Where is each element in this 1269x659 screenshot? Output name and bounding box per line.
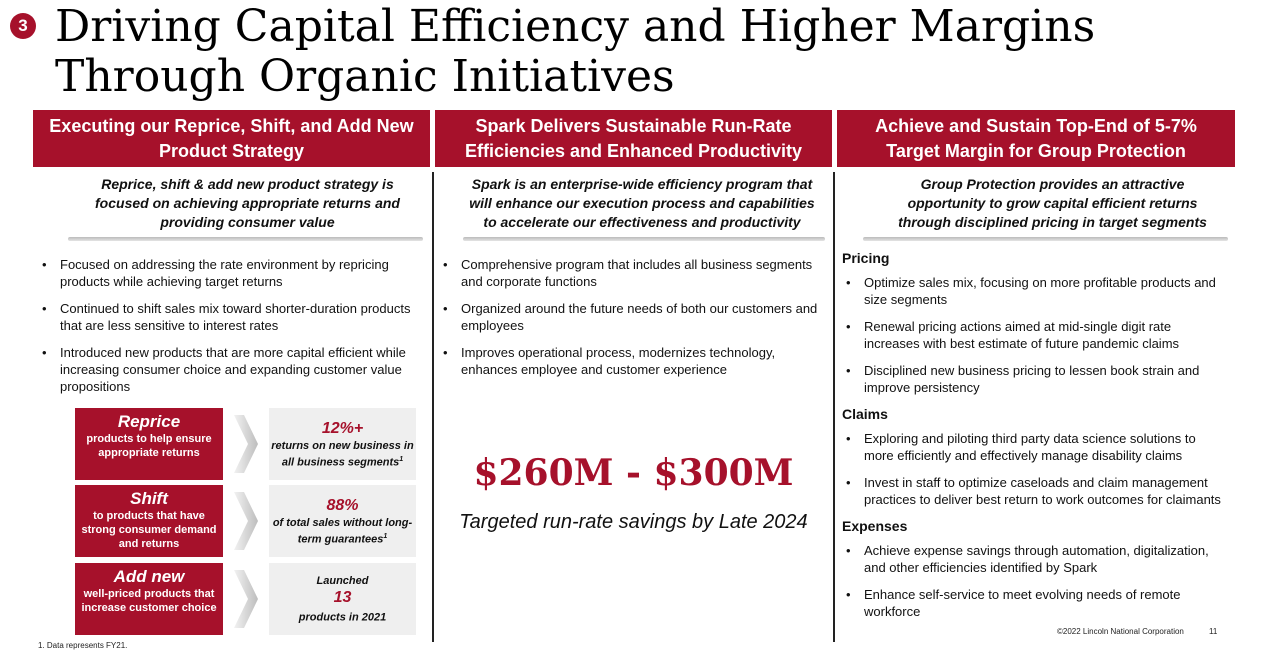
strategy-text: to products that have strong consumer de… [81, 510, 217, 550]
list-item: Optimize sales mix, focusing on more pro… [842, 274, 1227, 308]
column-divider [432, 172, 434, 642]
strategy-title: Reprice [117, 412, 181, 431]
section-heading-pricing: Pricing [842, 250, 890, 266]
strategy-title: Shift [130, 489, 168, 508]
list-item: Comprehensive program that includes all … [439, 256, 824, 290]
result-description: of total sales without long-term guarant… [272, 516, 413, 546]
divider [68, 237, 423, 241]
list-item: Invest in staff to optimize caseloads an… [842, 474, 1227, 508]
chevron-right-icon [234, 492, 258, 550]
section-number-badge: 3 [10, 13, 36, 39]
divider [863, 237, 1228, 241]
footnote-marker: 1 [399, 455, 404, 463]
column-header-spark: Spark Delivers Sustainable Run-Rate Effi… [435, 110, 832, 167]
strategy-text: well-priced products that increase custo… [81, 588, 217, 614]
result-metric: 88% [326, 496, 359, 514]
page-number: 11 [1209, 627, 1218, 636]
chevron-right-icon [234, 415, 258, 473]
chevron-right-icon [234, 570, 258, 628]
list-item: Introduced new products that are more ca… [38, 344, 423, 395]
savings-tagline: Targeted run-rate savings by Late 2024 [459, 511, 808, 533]
strategy-box: Add new well-priced products that increa… [75, 563, 223, 635]
section-heading-claims: Claims [842, 406, 888, 422]
strategy-result-box: 88% of total sales without long-term gua… [269, 485, 416, 557]
strategy-result-box: Launched 13 products in 2021 [269, 563, 416, 635]
result-text: returns on new business in all business … [269, 439, 416, 470]
divider [463, 237, 825, 241]
column-header-strategy: Executing our Reprice, Shift, and Add Ne… [33, 110, 430, 167]
bullet-list-spark: Comprehensive program that includes all … [439, 256, 824, 388]
result-text: products in 2021 [269, 608, 416, 625]
result-metric: 13 [333, 588, 352, 606]
strategy-title: Add new [113, 567, 185, 586]
list-item: Continued to shift sales mix toward shor… [38, 300, 423, 334]
list-item: Improves operational process, modernizes… [439, 344, 824, 378]
result-text: of total sales without long-term guarant… [269, 516, 416, 547]
copyright: ©2022 Lincoln National Corporation [1057, 627, 1184, 636]
column-divider [833, 172, 835, 642]
column-subtitle-strategy: Reprice, shift & add new product strateg… [95, 176, 400, 230]
strategy-box: Shift to products that have strong consu… [75, 485, 223, 557]
section-heading-expenses: Expenses [842, 518, 908, 534]
list-item: Exploring and piloting third party data … [842, 430, 1227, 464]
bullet-list-strategy: Focused on addressing the rate environme… [38, 256, 423, 405]
list-item: Enhance self-service to meet evolving ne… [842, 586, 1227, 620]
result-prefix: Launched [316, 574, 369, 587]
strategy-box: Reprice products to help ensure appropri… [75, 408, 223, 480]
footnote: 1. Data represents FY21. [38, 641, 128, 650]
list-item: Focused on addressing the rate environme… [38, 256, 423, 290]
footnote-marker: 1 [383, 532, 388, 540]
column-subtitle-spark: Spark is an enterprise-wide efficiency p… [469, 176, 815, 230]
result-metric: 12%+ [321, 419, 364, 437]
column-subtitle-group-protection: Group Protection provides an attractive … [898, 176, 1207, 230]
list-item: Organized around the future needs of bot… [439, 300, 824, 334]
result-description: products in 2021 [298, 611, 387, 624]
list-item: Renewal pricing actions aimed at mid-sin… [842, 318, 1227, 352]
list-item: Achieve expense savings through automati… [842, 542, 1227, 576]
column-header-group-protection: Achieve and Sustain Top-End of 5-7% Targ… [837, 110, 1235, 167]
savings-figure: $260M - $300M [473, 452, 794, 494]
strategy-text: products to help ensure appropriate retu… [86, 433, 212, 459]
slide-title: Driving Capital Efficiency and Higher Ma… [55, 1, 1096, 102]
list-item: Disciplined new business pricing to less… [842, 362, 1227, 396]
group-protection-sections: Pricing Optimize sales mix, focusing on … [842, 246, 1227, 630]
strategy-result-box: 12%+ returns on new business in all busi… [269, 408, 416, 480]
result-description: returns on new business in all business … [271, 439, 414, 469]
